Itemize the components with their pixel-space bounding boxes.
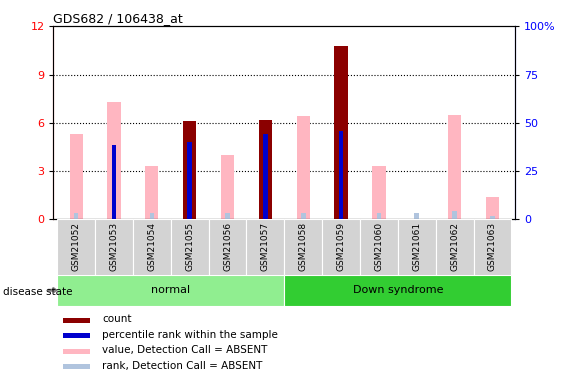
Text: disease state: disease state xyxy=(3,287,72,297)
Bar xyxy=(334,46,348,219)
Bar xyxy=(322,219,360,276)
Bar xyxy=(225,213,230,219)
Bar xyxy=(259,120,272,219)
Bar xyxy=(187,142,192,219)
Bar xyxy=(301,213,306,219)
Text: Down syndrome: Down syndrome xyxy=(352,285,443,295)
Text: GSM21052: GSM21052 xyxy=(72,222,81,271)
Bar xyxy=(108,102,120,219)
Text: GDS682 / 106438_at: GDS682 / 106438_at xyxy=(53,12,183,25)
Bar xyxy=(339,131,343,219)
Bar xyxy=(63,349,90,354)
Bar xyxy=(183,121,196,219)
Bar xyxy=(74,213,78,219)
Bar xyxy=(57,275,284,306)
Bar xyxy=(63,318,90,323)
Text: normal: normal xyxy=(151,285,190,295)
Text: GSM21062: GSM21062 xyxy=(450,222,459,271)
Bar xyxy=(221,155,234,219)
Bar xyxy=(377,213,381,219)
Bar xyxy=(473,219,511,276)
Text: GSM21058: GSM21058 xyxy=(299,222,308,272)
Bar xyxy=(448,115,461,219)
Bar xyxy=(490,216,495,219)
Text: percentile rank within the sample: percentile rank within the sample xyxy=(102,330,278,340)
Text: GSM21055: GSM21055 xyxy=(185,222,194,272)
Text: GSM21059: GSM21059 xyxy=(337,222,346,272)
Bar xyxy=(150,213,154,219)
Bar xyxy=(209,219,247,276)
Bar xyxy=(57,219,95,276)
Bar xyxy=(486,197,499,219)
Bar xyxy=(452,211,457,219)
Text: GSM21056: GSM21056 xyxy=(223,222,232,272)
Text: GSM21057: GSM21057 xyxy=(261,222,270,272)
Text: count: count xyxy=(102,314,132,324)
Bar xyxy=(95,219,133,276)
Bar xyxy=(63,333,90,339)
Bar xyxy=(171,219,209,276)
Bar xyxy=(297,116,310,219)
Bar xyxy=(70,134,83,219)
Text: GSM21060: GSM21060 xyxy=(374,222,383,272)
Text: GSM21053: GSM21053 xyxy=(110,222,119,272)
Bar xyxy=(436,219,473,276)
Text: GSM21054: GSM21054 xyxy=(148,222,157,271)
Bar xyxy=(372,166,386,219)
Bar xyxy=(112,146,117,219)
Bar xyxy=(63,364,90,369)
Text: rank, Detection Call = ABSENT: rank, Detection Call = ABSENT xyxy=(102,361,263,370)
Bar xyxy=(133,219,171,276)
Bar xyxy=(284,275,511,306)
Text: GSM21061: GSM21061 xyxy=(412,222,421,272)
Bar xyxy=(145,166,159,219)
Bar xyxy=(360,219,398,276)
Bar xyxy=(414,213,419,219)
Text: value, Detection Call = ABSENT: value, Detection Call = ABSENT xyxy=(102,345,268,355)
Bar xyxy=(398,219,436,276)
Bar xyxy=(263,134,267,219)
Text: GSM21063: GSM21063 xyxy=(488,222,497,272)
Bar xyxy=(247,219,284,276)
Bar xyxy=(284,219,322,276)
